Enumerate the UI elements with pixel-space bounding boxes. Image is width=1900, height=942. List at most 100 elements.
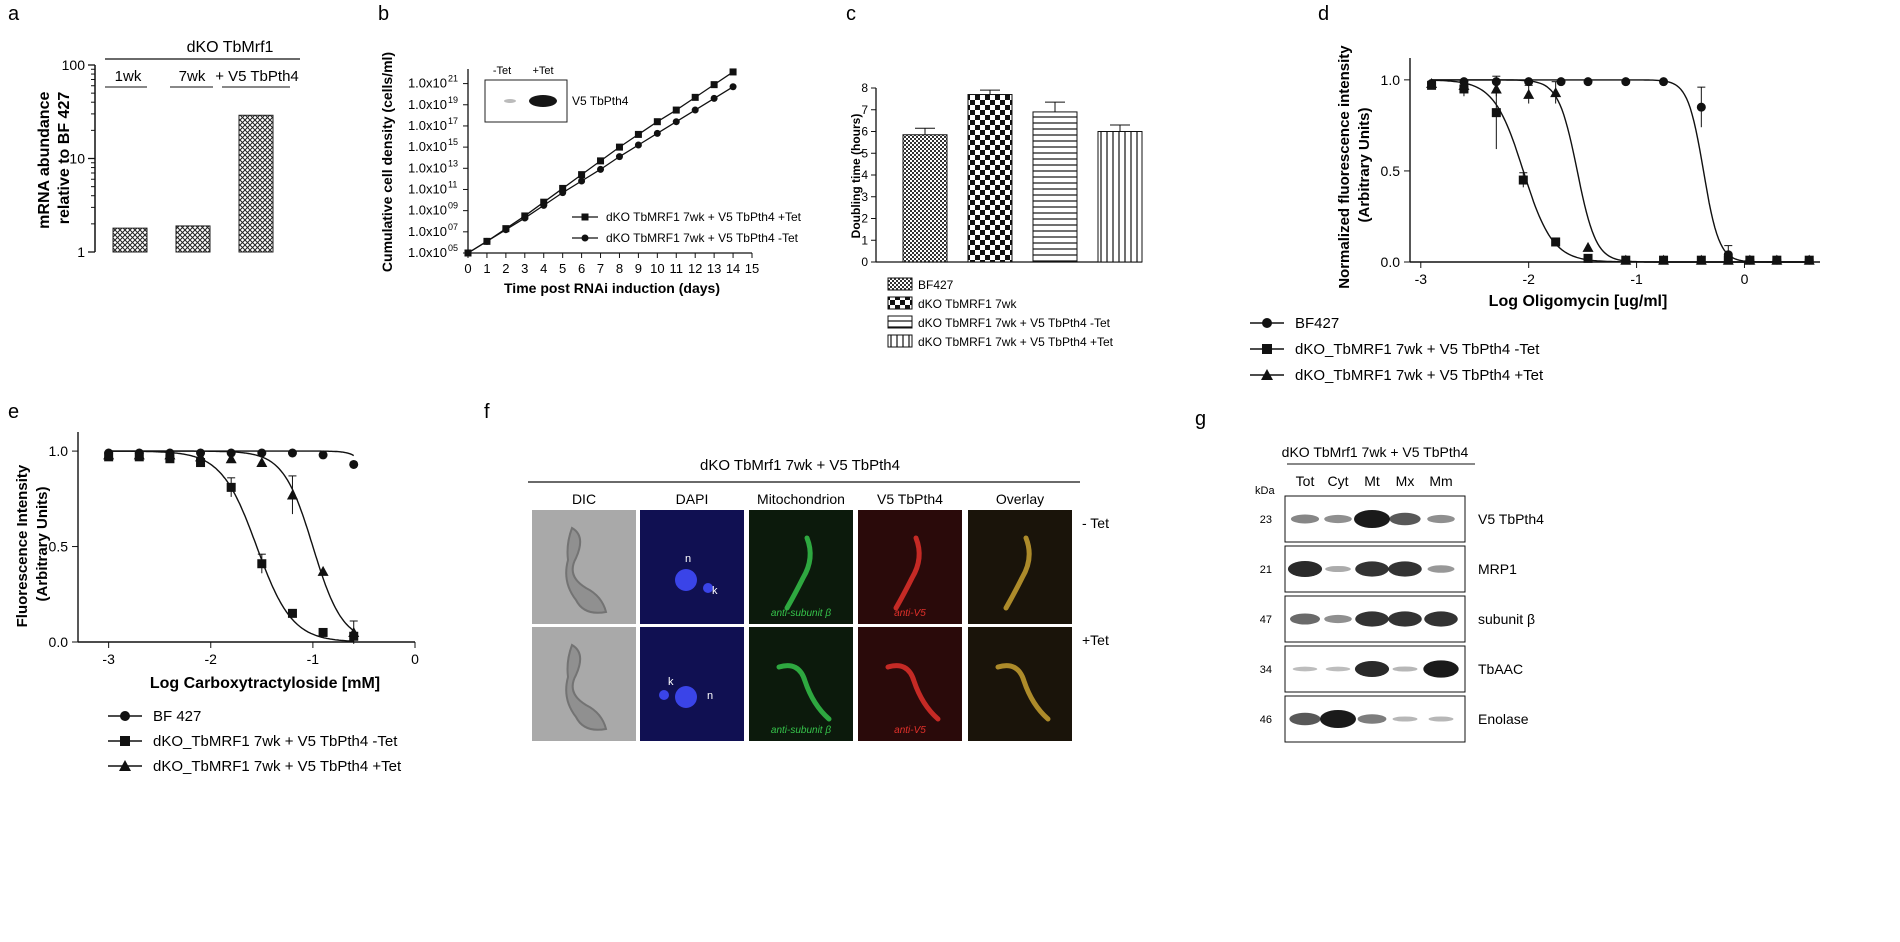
panel-b-y-tick-label: 1.0x10 <box>408 160 447 175</box>
panel-g-kda-label: kDa <box>1255 485 1275 497</box>
panel-e-data-point <box>257 559 267 569</box>
panel-g-band <box>1354 661 1390 677</box>
panel-g-band <box>1325 666 1351 672</box>
panel-letter-b: b <box>378 3 389 25</box>
panel-f-micrograph <box>858 510 962 624</box>
panel-letter-c: c <box>846 3 856 25</box>
panel-f-dapi-mark: k <box>668 676 674 688</box>
panel-b-y-tick-exponent: 07 <box>448 222 458 232</box>
panel-d-fit-curve <box>1431 79 1810 263</box>
panel-a-bar <box>238 114 274 253</box>
panel-b-x-tick-label: 0 <box>464 261 471 276</box>
panel-b-inset-label: -Tet <box>493 65 511 77</box>
panel-c-legend-label: dKO TbMRF1 7wk + V5 TbPth4 +Tet <box>918 335 1114 349</box>
panel-letters: a b c d e f g <box>8 3 1329 430</box>
panel-g-band <box>1392 716 1418 722</box>
panel-g-westernblot: dKO TbMrf1 7wk + V5 TbPth4 kDa Tot Cyt Mt M… <box>1255 444 1544 743</box>
panel-b-data-point <box>691 106 699 114</box>
panel-g-lane-label: Tot <box>1296 473 1315 489</box>
panel-c-y-tick-label: 7 <box>861 103 868 117</box>
panel-c-y-tick-label: 3 <box>861 190 868 204</box>
panel-b-inset-band-label: V5 TbPth4 <box>572 94 629 108</box>
panel-e-data-point <box>318 450 328 460</box>
panel-g-band <box>1389 512 1421 526</box>
panel-b-legend-label: dKO TbMRF1 7wk + V5 TbPth4 -Tet <box>606 231 799 245</box>
panel-b-inset-blot <box>484 79 568 123</box>
panel-g-band <box>1428 716 1454 722</box>
panel-a-y-tick-label: 100 <box>62 57 86 73</box>
panel-f-microscopy: dKO TbMrf1 7wk + V5 TbPth4 DIC DAPI Mitoch… <box>528 457 1109 741</box>
panel-b-data-point <box>559 189 567 197</box>
panel-c-bar <box>967 94 1013 263</box>
panel-g-band <box>1423 660 1459 678</box>
panel-g-blot-label: Enolase <box>1478 711 1529 727</box>
panel-b-data-point <box>710 81 718 89</box>
panel-e-legend-label: dKO_TbMRF1 7wk + V5 TbPth4 -Tet <box>153 733 398 750</box>
panel-b-y-tick-exponent: 15 <box>448 137 458 147</box>
panel-b-inset-label: +Tet <box>532 65 553 77</box>
panel-b-data-point <box>634 141 642 149</box>
panel-g-lane-label: Mm <box>1429 473 1452 489</box>
panel-g-band <box>1290 514 1320 524</box>
panel-b-legend-marker <box>581 213 589 221</box>
panel-d-data-point <box>1583 77 1593 87</box>
panel-c-y-tick-label: 8 <box>861 81 868 95</box>
panel-c-bar <box>1032 111 1078 263</box>
panel-g-lane-label: Mx <box>1396 473 1415 489</box>
panel-e-data-point <box>164 449 176 460</box>
panel-d-data-point <box>1659 77 1669 87</box>
panel-b-data-point <box>634 130 642 138</box>
panel-d-data-point <box>1551 237 1561 247</box>
panel-f-dapi-kinetoplast <box>703 583 713 593</box>
panel-b-y-tick-label: 1.0x10 <box>408 97 447 112</box>
panel-g-band <box>1355 561 1389 577</box>
panel-f-column-label: V5 TbPth4 <box>877 491 943 507</box>
panel-b-x-tick-label: 10 <box>650 261 664 276</box>
panel-b-data-point <box>483 237 491 245</box>
panel-f-micrograph <box>749 627 853 741</box>
panel-d-ylabel-line: Normalized fluorescence intensity <box>1336 45 1353 289</box>
panel-b-data-point <box>653 129 661 137</box>
panel-d-data-point <box>1426 78 1438 88</box>
panel-e-x-tick-label: 0 <box>411 651 419 667</box>
panel-d-legend-marker <box>1262 318 1272 328</box>
panel-f-signal-trace <box>1003 535 1032 611</box>
panel-e-data-point <box>287 448 297 458</box>
panel-e-fit-curve <box>108 450 355 632</box>
panel-d-y-tick-label: 0.5 <box>1381 163 1401 179</box>
panel-f-micrograph <box>749 510 853 624</box>
panel-b-y-tick-exponent: 13 <box>448 158 458 168</box>
panel-e-data-point <box>195 451 207 462</box>
panel-a-y-tick-label: 1 <box>77 244 85 260</box>
panel-e-data-point <box>348 626 360 637</box>
panel-f-stain-label: anti-V5 <box>894 608 926 619</box>
panel-g-band <box>1290 613 1320 625</box>
panel-b-data-point <box>540 201 548 209</box>
panel-b-data-point <box>521 214 529 222</box>
panel-b-data-point <box>502 226 510 234</box>
panel-b-x-tick-label: 14 <box>726 261 740 276</box>
panel-f-cell-outline <box>565 526 608 614</box>
panel-e-data-point <box>287 608 297 618</box>
panel-b-ylabel: Cumulative cell density (cells/ml) <box>379 52 395 272</box>
panel-d-data-point <box>1744 254 1756 265</box>
panel-g-band <box>1354 510 1390 528</box>
panel-d-data-point <box>1518 175 1528 185</box>
panel-g-kda-marker: 47 <box>1260 614 1272 626</box>
panel-e-x-tick-label: -2 <box>205 651 218 667</box>
panel-d-fit-curve <box>1431 79 1810 263</box>
panel-b-y-tick-label: 1.0x10 <box>408 76 447 91</box>
panel-f-signal-trace <box>776 663 832 722</box>
panel-d-data-point <box>1556 77 1566 87</box>
panel-d-data-point <box>1658 254 1670 265</box>
panel-b-y-tick-label: 1.0x10 <box>408 203 447 218</box>
panel-b-y-tick-exponent: 19 <box>448 95 458 105</box>
panel-f-micrograph <box>968 627 1072 741</box>
panel-d-data-point <box>1722 254 1734 265</box>
panel-f-signal-trace <box>885 663 941 722</box>
panel-d-x-tick-label: -1 <box>1630 271 1643 287</box>
panel-b-data-point <box>672 106 680 114</box>
panel-e-data-point <box>256 457 268 468</box>
panel-e-y-tick-label: 0.0 <box>49 634 69 650</box>
panel-a-bar <box>175 225 211 253</box>
